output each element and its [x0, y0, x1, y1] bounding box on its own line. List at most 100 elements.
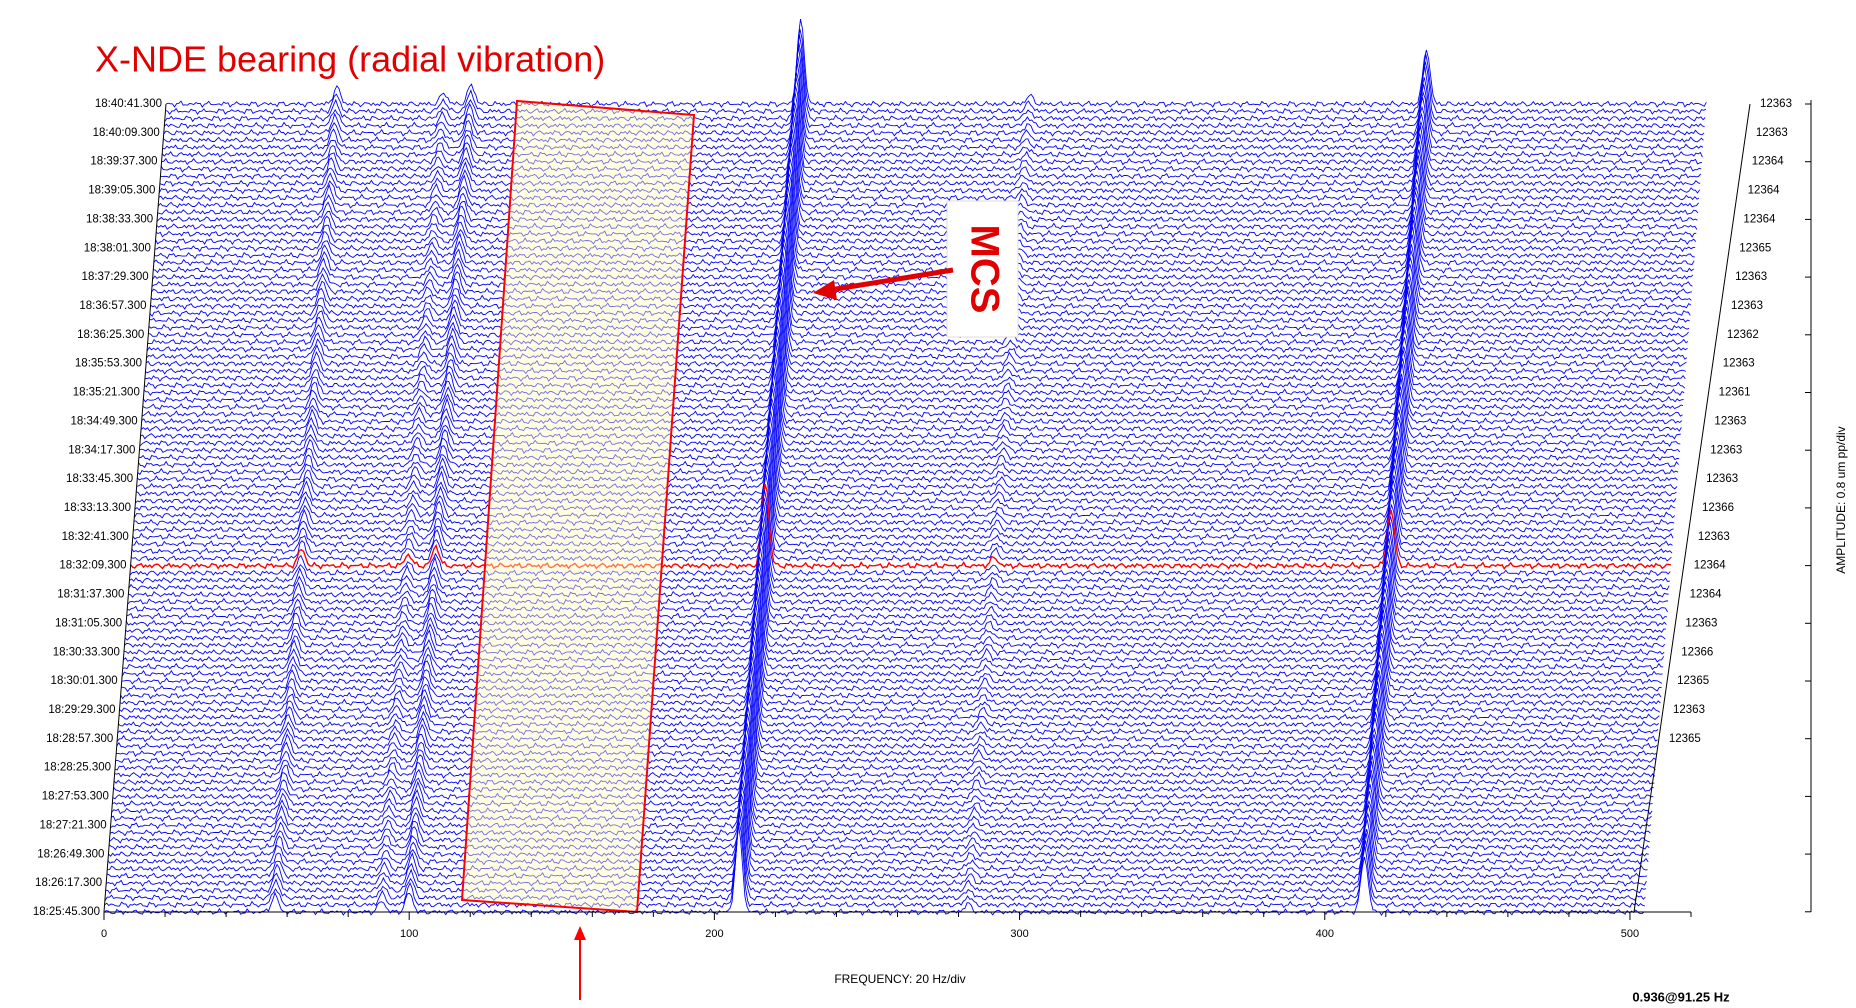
spectrum-trace: [142, 325, 1684, 411]
spectrum-trace: [109, 749, 1651, 837]
spectrum-trace: [145, 278, 1687, 368]
spectrum-trace: [107, 785, 1648, 873]
time-label: 18:35:21.300: [73, 387, 140, 399]
time-label: 18:39:37.300: [90, 156, 157, 168]
spectrum-trace: [147, 259, 1689, 346]
time-label: 18:26:17.300: [35, 877, 102, 889]
x-tick-label: 0: [101, 928, 107, 940]
spectrum-trace: [119, 627, 1661, 714]
spectrum-trace: [156, 135, 1698, 224]
rpm-label: 12366: [1681, 646, 1713, 658]
spectrum-trace: [124, 556, 1666, 642]
spectrum-trace: [104, 821, 1646, 909]
y-axis-label: AMPLITUDE: 0.8 um pp/div: [1834, 426, 1848, 573]
rpm-label: 12363: [1756, 127, 1788, 139]
spectrum-trace: [160, 85, 1702, 173]
spectrum-trace: [125, 539, 1667, 628]
spectrum-trace: [118, 640, 1659, 729]
rpm-label: 12363: [1714, 415, 1746, 427]
spectrum-trace: [113, 697, 1655, 786]
spectrum-trace: [132, 454, 1674, 541]
time-label: 18:35:53.300: [75, 358, 142, 370]
arrow: [829, 267, 954, 293]
annotation: MCS: [962, 225, 1006, 314]
spectrum-trace: [146, 271, 1688, 361]
spectrum-trace: [127, 525, 1668, 613]
spectrum-trace: [127, 517, 1669, 606]
spectrum-trace: [153, 178, 1695, 267]
spectrum-trace: [114, 691, 1656, 779]
highlight-box: [460, 99, 696, 914]
spectrum-trace: [115, 676, 1657, 765]
spectrum-trace: [107, 780, 1649, 866]
rpm-label: 12365: [1739, 242, 1771, 254]
x-tick-label: 300: [1010, 928, 1028, 940]
spectrum-trace: [142, 315, 1684, 404]
spectrum-trace: [148, 243, 1690, 332]
spectrum-trace: [116, 655, 1658, 743]
time-label: 18:32:09.300: [59, 560, 126, 572]
spectrum-trace: [118, 633, 1660, 722]
spectrum-trace: [136, 398, 1678, 483]
spectrum-trace: [162, 62, 1704, 152]
spectrum-trace: [137, 381, 1679, 469]
time-label: 18:32:41.300: [62, 531, 129, 543]
spectrum-trace: [106, 798, 1647, 887]
rpm-label: 12362: [1727, 329, 1759, 341]
spectrum-trace: [144, 295, 1686, 382]
spectrum-trace: [139, 366, 1681, 455]
time-label: 18:33:45.300: [66, 473, 133, 485]
rpm-label: 12361: [1719, 387, 1751, 399]
spectrum-trace: [128, 501, 1670, 592]
spectrum-trace: [165, 28, 1706, 116]
spectrum-trace: [151, 200, 1693, 289]
spectrum-trace: [158, 113, 1700, 202]
rpm-label: 12363: [1710, 444, 1742, 456]
x-axis-label: FREQUENCY: 20 Hz/div: [834, 972, 965, 986]
spectrum-trace: [111, 734, 1652, 823]
spectrum-trace: [161, 77, 1702, 166]
highlight-trace: [130, 484, 1672, 570]
x-tick-label: 400: [1316, 928, 1334, 940]
rpm-label: 12363: [1685, 617, 1717, 629]
spectrum-trace: [125, 547, 1666, 635]
time-label: 18:28:25.300: [44, 762, 111, 774]
spectrum-trace: [164, 34, 1706, 123]
rpm-label: 12364: [1694, 560, 1727, 572]
spectrum-trace: [151, 206, 1692, 296]
rpm-label: 12363: [1698, 531, 1730, 543]
spectrum-trace: [165, 19, 1707, 108]
rpm-label: 12365: [1669, 733, 1701, 745]
spectrum-trace: [126, 530, 1668, 621]
spectrum-trace: [119, 620, 1661, 707]
spectrum-trace: [128, 510, 1669, 599]
spectrum-trace: [108, 762, 1650, 851]
rpm-label: 12363: [1706, 473, 1738, 485]
rpm-label: 12364: [1752, 156, 1785, 168]
spectrum-trace: [162, 55, 1704, 144]
arrow-head: [574, 926, 586, 940]
chart-title: X-NDE bearing (radial vibration): [95, 39, 605, 80]
spectrum-trace: [133, 443, 1674, 534]
time-label: 18:38:01.300: [84, 242, 151, 254]
spectrum-trace: [130, 473, 1672, 563]
spectrum-trace: [129, 490, 1671, 577]
time-label: 18:27:21.300: [39, 819, 106, 831]
spectrum-trace: [160, 92, 1702, 180]
rpm-label: 12363: [1723, 358, 1755, 370]
spectrum-trace: [121, 589, 1663, 678]
spectrum-trace: [161, 72, 1703, 159]
time-label: 18:39:05.300: [88, 185, 155, 197]
time-label: 18:38:33.300: [86, 213, 153, 225]
spectrum-trace: [111, 726, 1653, 815]
time-label: 18:28:57.300: [46, 733, 113, 745]
spectrum-trace: [109, 754, 1650, 844]
spectrum-trace: [134, 429, 1676, 520]
spectrum-trace: [141, 338, 1683, 426]
spectrum-trace: [149, 230, 1691, 318]
spectrum-trace: [134, 426, 1676, 512]
time-label: 18:27:53.300: [42, 791, 109, 803]
annotation-box: [946, 200, 1019, 338]
